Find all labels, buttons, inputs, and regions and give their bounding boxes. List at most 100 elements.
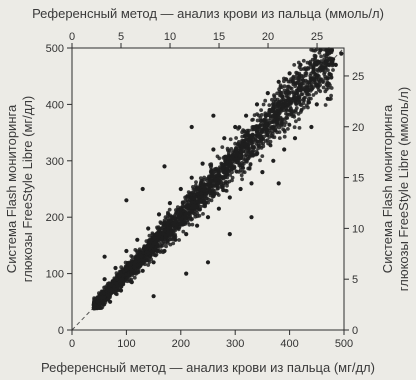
cloud-point — [196, 187, 201, 192]
cloud-point — [246, 166, 251, 171]
cloud-point — [106, 297, 111, 301]
cloud-point — [305, 92, 310, 97]
cloud-point — [162, 239, 166, 244]
data-point — [189, 124, 194, 130]
cloud-point — [157, 240, 161, 245]
cloud-point — [209, 184, 214, 189]
cloud-point — [292, 63, 297, 67]
cloud-point — [125, 266, 130, 270]
cloud-point — [128, 266, 133, 271]
cloud-point — [282, 134, 287, 139]
cloud-point — [298, 110, 303, 114]
data-point — [227, 232, 232, 237]
cloud-point — [212, 183, 217, 188]
cloud-point — [195, 214, 200, 219]
cloud-point — [209, 198, 214, 203]
cloud-point — [114, 277, 119, 282]
cloud-point — [263, 98, 268, 103]
cloud-point — [275, 109, 279, 113]
x-bottom-tick-label: 0 — [69, 338, 75, 350]
cloud-point — [243, 154, 248, 158]
cloud-point — [329, 86, 334, 90]
cloud-point — [213, 177, 218, 182]
cloud-point — [323, 70, 327, 75]
cloud-point — [154, 252, 159, 257]
cloud-point — [253, 152, 257, 157]
cloud-point — [288, 105, 292, 110]
data-point — [140, 268, 145, 273]
cloud-point — [212, 174, 216, 179]
cloud-point — [148, 254, 153, 258]
cloud-point — [153, 241, 158, 246]
cloud-point — [200, 197, 205, 202]
cloud-point — [297, 100, 302, 105]
cloud-point — [285, 95, 289, 99]
cloud-point — [268, 139, 273, 144]
cloud-point — [223, 162, 228, 166]
cloud-point — [136, 270, 141, 274]
bottom-axis-title: Референсный метод — анализ крови из паль… — [41, 360, 375, 375]
cloud-point — [169, 232, 174, 237]
cloud-point — [244, 146, 249, 151]
cloud-point — [261, 129, 266, 134]
data-point — [271, 158, 276, 163]
cloud-point — [259, 118, 263, 123]
cloud-point — [195, 199, 200, 204]
cloud-point — [181, 229, 186, 234]
cloud-point — [163, 215, 168, 220]
cloud-point — [240, 177, 245, 182]
cloud-point — [118, 284, 122, 288]
cloud-point — [237, 140, 241, 144]
cloud-point — [194, 204, 199, 209]
cloud-point — [282, 79, 286, 84]
cloud-point — [257, 127, 261, 131]
cloud-point — [240, 165, 245, 170]
data-point — [216, 206, 221, 211]
cloud-point — [297, 74, 302, 79]
cloud-point — [313, 55, 318, 59]
data-point — [189, 175, 194, 180]
cloud-point — [284, 115, 289, 120]
cloud-point — [242, 134, 247, 139]
cloud-point — [306, 80, 311, 85]
cloud-point — [326, 85, 331, 90]
cloud-point — [329, 50, 334, 55]
cloud-point — [279, 122, 284, 127]
cloud-point — [278, 115, 283, 120]
cloud-point — [182, 204, 187, 209]
cloud-point — [156, 249, 161, 253]
cloud-point — [260, 154, 265, 159]
cloud-point — [325, 59, 329, 64]
cloud-point — [192, 193, 196, 198]
cloud-point — [319, 77, 324, 82]
data-point — [292, 136, 298, 141]
cloud-point — [321, 62, 325, 66]
y-left-tick-label: 200 — [46, 212, 64, 224]
y-right-tick-label: 10 — [352, 223, 364, 235]
cloud-point — [211, 194, 216, 199]
cloud-point — [258, 116, 263, 120]
cloud-point — [311, 48, 316, 53]
y-left-tick-label: 300 — [46, 156, 64, 168]
data-point — [287, 71, 292, 76]
cloud-point — [237, 144, 241, 149]
cloud-point — [262, 124, 267, 129]
cloud-point — [234, 136, 239, 140]
cloud-point — [149, 238, 153, 243]
plot-frame — [71, 47, 345, 331]
cloud-point — [315, 60, 320, 65]
cloud-point — [240, 142, 245, 147]
data-point — [339, 51, 344, 56]
cloud-point — [207, 174, 211, 179]
x-top-tick-label: 5 — [118, 31, 124, 43]
cloud-point — [198, 182, 203, 187]
cloud-point — [209, 162, 214, 167]
cloud-point — [240, 160, 245, 165]
cloud-point — [166, 212, 170, 217]
cloud-point — [303, 89, 308, 94]
cloud-point — [228, 162, 233, 167]
cloud-point — [194, 180, 198, 185]
cloud-point — [195, 211, 200, 216]
cloud-point — [313, 81, 318, 85]
cloud-point — [137, 247, 142, 252]
